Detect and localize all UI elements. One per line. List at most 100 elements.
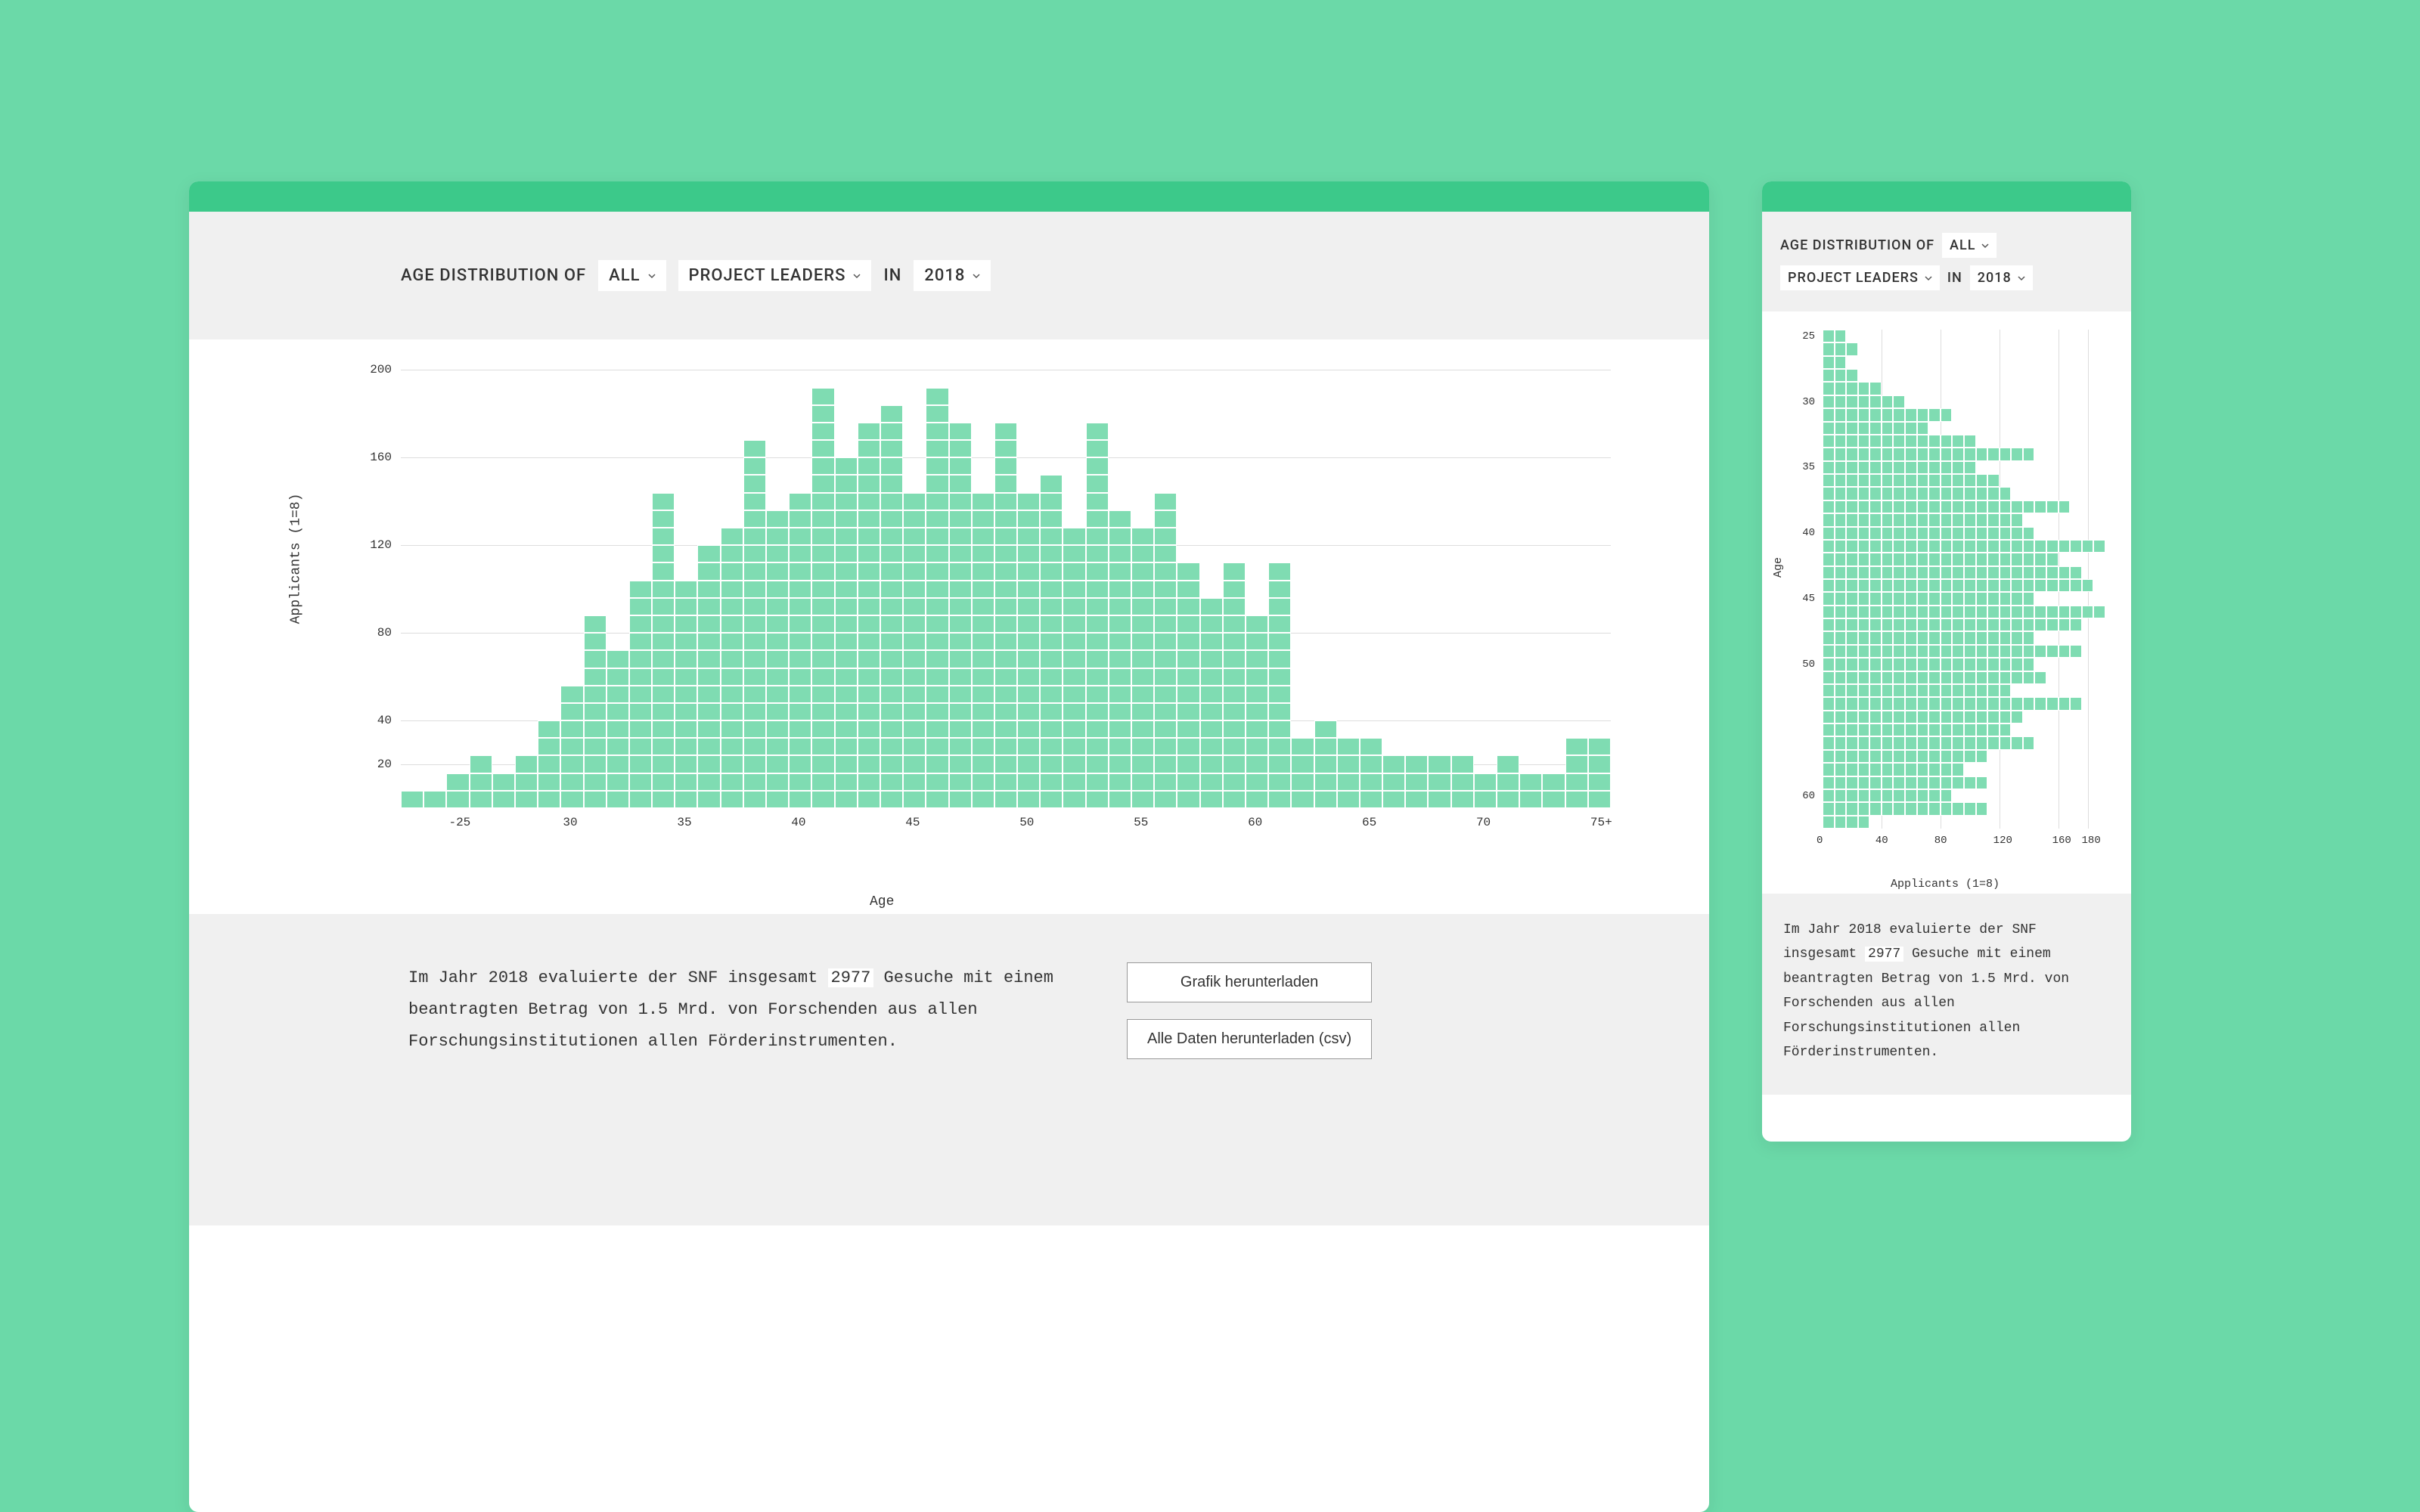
histogram-bar [743, 440, 766, 808]
download-buttons: Grafik herunterladen Alle Daten herunter… [1127, 962, 1372, 1059]
y-tick: 40 [1802, 527, 1815, 539]
filter-all-label: ALL [1950, 237, 1975, 253]
histogram-bar [424, 791, 446, 808]
histogram-bar [492, 773, 515, 808]
x-tick: 75+ [1590, 816, 1612, 829]
y-tick: 50 [1802, 658, 1815, 671]
filter-all-dropdown[interactable]: ALL [598, 260, 666, 291]
y-axis-label: Age [1772, 557, 1785, 578]
footer: Im Jahr 2018 evaluierte der SNF insgesam… [1762, 894, 2131, 1095]
histogram-bar [1823, 435, 1976, 448]
y-tick: 20 [377, 758, 392, 771]
histogram-bar [880, 405, 903, 808]
histogram-bar [1200, 598, 1223, 808]
y-tick: 80 [377, 626, 392, 640]
histogram-plot: 204080120160200-2530354045505560657075+ [401, 370, 1611, 808]
y-axis-label: Applicants (1=8) [288, 494, 303, 624]
histogram-bar [1823, 736, 2034, 749]
summary-text: Im Jahr 2018 evaluierte der SNF insgesam… [408, 962, 1066, 1059]
histogram-bar [1823, 631, 2034, 644]
histogram-bar [1823, 763, 1964, 776]
histogram-bar [1823, 382, 1882, 395]
y-tick: 40 [377, 714, 392, 727]
histogram-bar [1823, 671, 2046, 684]
chevron-down-icon [648, 272, 656, 280]
histogram-bar [1823, 776, 1987, 789]
download-chart-button[interactable]: Grafik herunterladen [1127, 962, 1372, 1002]
filter-title: AGE DISTRIBUTION OF [1780, 237, 1934, 253]
histogram-bar [1823, 461, 1976, 474]
histogram-bar [1360, 738, 1382, 808]
histogram-bar [1823, 422, 1928, 435]
x-tick: 40 [1876, 835, 1888, 847]
histogram-bar [1040, 475, 1063, 808]
chart-zone: Age 0408012016018025303540455060 Applica… [1762, 311, 2131, 894]
filter-year-dropdown[interactable]: 2018 [914, 260, 991, 291]
histogram-bar [1428, 755, 1450, 808]
histogram-bar [1223, 562, 1246, 808]
histogram-bar [1268, 562, 1291, 808]
histogram-bar [994, 423, 1017, 808]
histogram-bar [1565, 738, 1588, 808]
chevron-down-icon [1981, 242, 1989, 249]
summary-highlight: 2977 [1865, 947, 1903, 962]
x-tick: 0 [1817, 835, 1823, 847]
x-axis-label: Age [870, 894, 894, 909]
y-tick: 30 [1802, 396, 1815, 408]
histogram-bar [1823, 448, 2034, 460]
histogram-bar [766, 510, 789, 808]
histogram-bar [1823, 566, 2082, 579]
x-tick: 60 [1248, 816, 1262, 829]
histogram-bar [584, 615, 607, 808]
histogram-bar [1823, 645, 2082, 658]
mobile-card: AGE DISTRIBUTION OF ALL PROJECT LEADERS … [1762, 181, 2131, 1142]
download-csv-button[interactable]: Alle Daten herunterladen (csv) [1127, 1019, 1372, 1059]
x-tick: 30 [563, 816, 577, 829]
histogram-bar [1823, 553, 2059, 565]
chevron-down-icon [853, 272, 861, 280]
histogram-bar [652, 493, 675, 808]
x-axis-label: Applicants (1=8) [1891, 878, 2000, 891]
histogram-bar [1131, 528, 1154, 808]
histogram-bar [1823, 802, 1987, 815]
histogram-bar [1823, 330, 1846, 342]
histogram-bar [470, 755, 492, 808]
chevron-down-icon [973, 272, 980, 280]
histogram-bar [811, 388, 834, 809]
y-tick: 200 [370, 363, 392, 376]
histogram-bar [789, 493, 811, 808]
histogram-bar [1109, 510, 1131, 808]
chevron-down-icon [1925, 274, 1932, 282]
summary-highlight: 2977 [828, 968, 874, 987]
filter-year-dropdown[interactable]: 2018 [1970, 265, 2033, 290]
histogram-bar [858, 423, 880, 808]
histogram-bar [697, 545, 720, 808]
x-tick: 35 [677, 816, 691, 829]
histogram-bar [1823, 513, 2023, 526]
filter-role-dropdown[interactable]: PROJECT LEADERS [1780, 265, 1940, 290]
histogram-bar [1519, 773, 1542, 808]
histogram-bar [1823, 487, 2011, 500]
histogram-bar [1497, 755, 1519, 808]
histogram-bar [1177, 562, 1199, 808]
histogram-bar [1823, 750, 1987, 763]
filter-role-dropdown[interactable]: PROJECT LEADERS [678, 260, 872, 291]
histogram-bar [972, 493, 994, 808]
histogram-bar [1823, 356, 1846, 369]
footer: Im Jahr 2018 evaluierte der SNF insgesam… [189, 914, 1709, 1225]
histogram-bar [926, 388, 948, 809]
x-tick: -25 [448, 816, 470, 829]
histogram-bar [1405, 755, 1428, 808]
histogram-bar [538, 720, 560, 808]
histogram-bar [1823, 816, 1869, 829]
filter-role-label: PROJECT LEADERS [1788, 270, 1919, 286]
histogram-bar [1382, 755, 1405, 808]
histogram-bar [560, 686, 583, 808]
filter-all-dropdown[interactable]: ALL [1942, 233, 1996, 258]
histogram-bar [1823, 527, 2034, 540]
topbar [189, 181, 1709, 212]
histogram-bar [1823, 474, 2000, 487]
histogram-bar [1823, 697, 2082, 710]
histogram-bar [1823, 369, 1858, 382]
x-tick: 80 [1934, 835, 1947, 847]
